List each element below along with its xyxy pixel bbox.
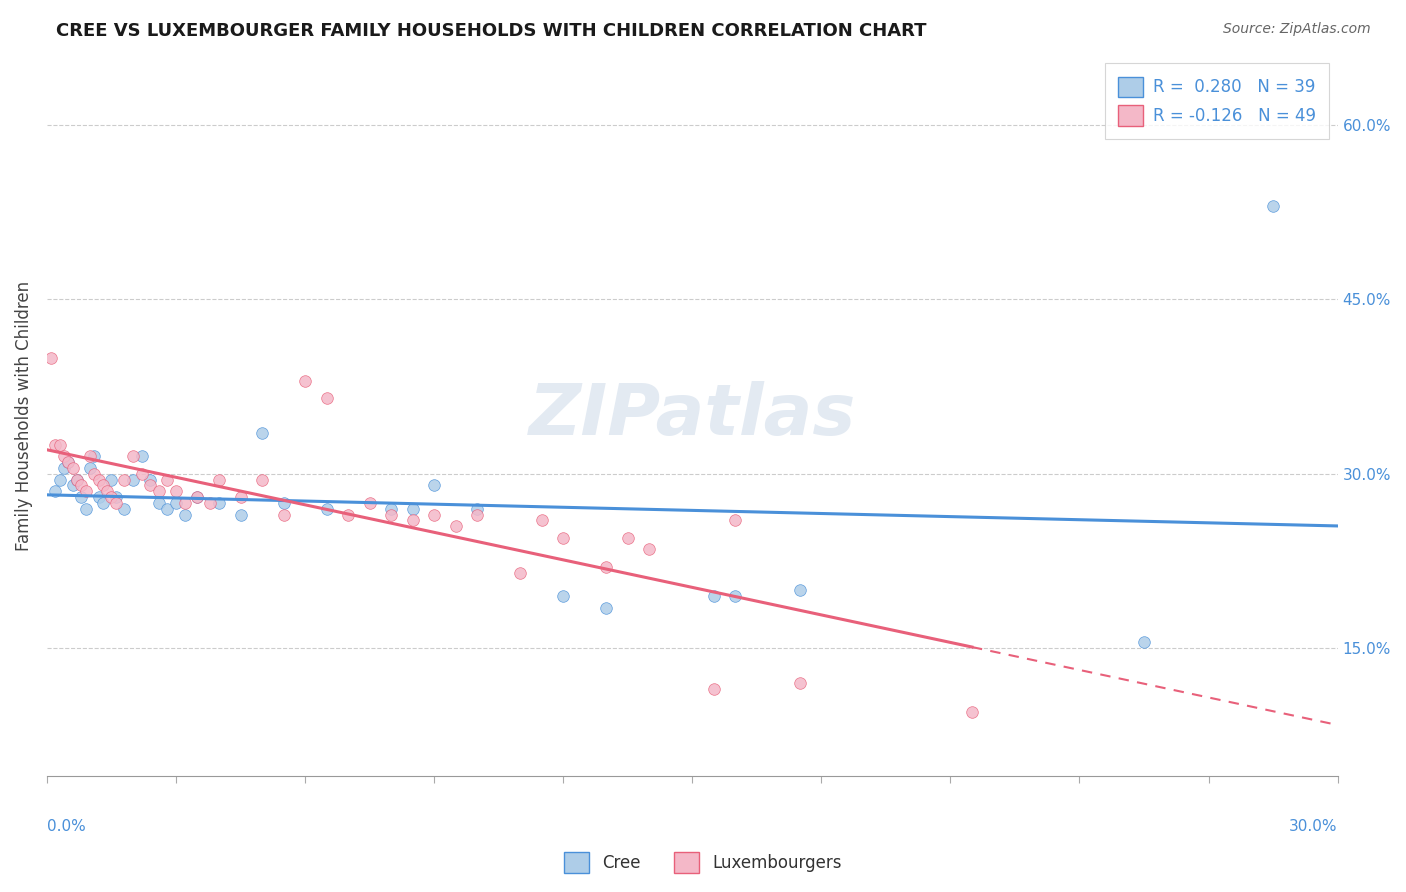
Point (250, 426, 273, 441)
Point (112, 501, 135, 516)
Point (131, 467, 153, 481)
Text: 30.0%: 30.0% (1289, 820, 1337, 834)
Point (100, 473, 122, 487)
Point (465, 501, 488, 516)
Point (53, 461, 76, 475)
Point (100, 490, 122, 504)
Point (91, 496, 114, 510)
Point (131, 450, 153, 464)
Point (122, 473, 145, 487)
Point (39, 351, 62, 365)
Point (83, 467, 105, 481)
Point (58, 455, 80, 469)
Point (79, 461, 101, 475)
Point (186, 490, 208, 504)
Point (789, 583, 811, 598)
Point (165, 496, 187, 510)
Point (44, 484, 66, 499)
Legend: Cree, Luxembourgers: Cree, Luxembourgers (557, 846, 849, 880)
Text: ZIPatlas: ZIPatlas (529, 381, 856, 450)
Point (62, 478, 84, 492)
Point (200, 496, 222, 510)
Point (553, 531, 575, 545)
Point (595, 600, 617, 615)
Point (423, 508, 446, 522)
Point (148, 484, 170, 499)
Point (83, 450, 105, 464)
Point (703, 681, 725, 696)
Point (53, 450, 76, 464)
Point (87, 490, 110, 504)
Point (79, 450, 101, 464)
Point (208, 473, 231, 487)
Point (91, 478, 114, 492)
Point (553, 589, 575, 603)
Point (359, 496, 381, 510)
Point (66, 473, 89, 487)
Point (380, 508, 402, 522)
Point (789, 676, 811, 690)
Legend: R =  0.280   N = 39, R = -0.126   N = 49: R = 0.280 N = 39, R = -0.126 N = 49 (1105, 63, 1329, 139)
Point (156, 473, 179, 487)
Point (49, 438, 72, 452)
Point (1133, 635, 1156, 649)
Point (401, 501, 423, 516)
Point (122, 450, 145, 464)
Point (595, 559, 617, 574)
Text: Source: ZipAtlas.com: Source: ZipAtlas.com (1223, 22, 1371, 37)
Point (616, 531, 638, 545)
Point (315, 391, 337, 405)
Point (96, 484, 118, 499)
Point (75, 484, 97, 499)
Point (638, 542, 661, 557)
Point (273, 508, 295, 522)
Point (66, 473, 89, 487)
Point (960, 705, 983, 719)
Text: CREE VS LUXEMBOURGER FAMILY HOUSEHOLDS WITH CHILDREN CORRELATION CHART: CREE VS LUXEMBOURGER FAMILY HOUSEHOLDS W… (56, 22, 927, 40)
Point (1261, 199, 1284, 213)
Point (530, 513, 553, 527)
Point (208, 496, 231, 510)
Point (62, 461, 84, 475)
Point (401, 513, 423, 527)
Point (273, 496, 295, 510)
Text: 0.0%: 0.0% (46, 820, 86, 834)
Point (229, 508, 252, 522)
Point (250, 473, 273, 487)
Point (173, 496, 195, 510)
Point (70, 490, 93, 504)
Point (75, 501, 97, 516)
Point (173, 508, 195, 522)
Point (703, 589, 725, 603)
Point (465, 508, 488, 522)
Point (156, 501, 179, 516)
Point (49, 473, 72, 487)
Point (44, 438, 66, 452)
Point (148, 496, 170, 510)
Point (104, 490, 127, 504)
Y-axis label: Family Households with Children: Family Households with Children (15, 281, 32, 550)
Point (139, 473, 162, 487)
Point (229, 490, 252, 504)
Point (87, 473, 110, 487)
Point (509, 566, 531, 580)
Point (165, 484, 187, 499)
Point (423, 478, 446, 492)
Point (70, 478, 93, 492)
Point (58, 455, 80, 469)
Point (724, 589, 747, 603)
Point (380, 501, 402, 516)
Point (444, 519, 467, 533)
Point (112, 473, 135, 487)
Point (139, 478, 162, 492)
Point (724, 513, 747, 527)
Point (104, 496, 127, 510)
Point (186, 490, 208, 504)
Point (294, 374, 316, 388)
Point (315, 501, 337, 516)
Point (337, 508, 360, 522)
